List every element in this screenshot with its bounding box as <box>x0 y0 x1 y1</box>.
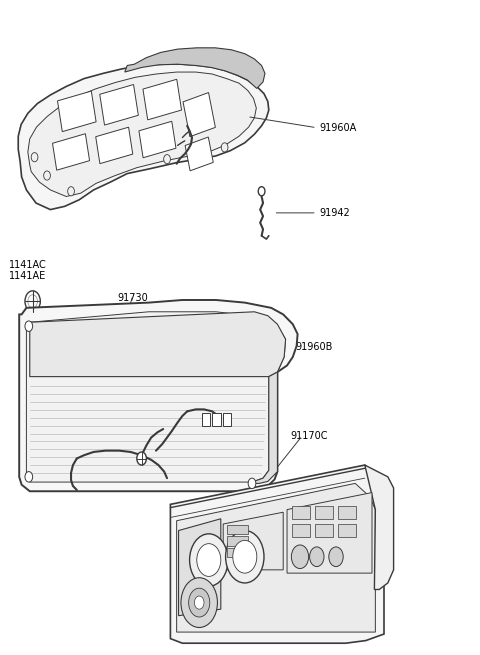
Circle shape <box>181 578 217 627</box>
Circle shape <box>30 324 36 331</box>
Polygon shape <box>183 92 216 137</box>
Circle shape <box>25 472 33 482</box>
Circle shape <box>26 319 39 336</box>
Bar <box>338 506 356 519</box>
Bar <box>292 524 310 537</box>
Polygon shape <box>18 64 269 210</box>
Text: 1141AC: 1141AC <box>9 260 47 271</box>
Circle shape <box>28 295 37 308</box>
Circle shape <box>329 547 343 567</box>
Bar <box>227 548 248 557</box>
Circle shape <box>25 321 33 331</box>
Circle shape <box>248 478 256 489</box>
Polygon shape <box>58 91 96 132</box>
Text: 91960A: 91960A <box>319 122 357 133</box>
Circle shape <box>226 531 264 583</box>
Bar <box>212 413 221 426</box>
Polygon shape <box>287 493 372 573</box>
Polygon shape <box>28 72 256 196</box>
Polygon shape <box>52 134 90 170</box>
Polygon shape <box>177 483 375 632</box>
Bar <box>227 525 248 534</box>
Circle shape <box>164 155 170 164</box>
Bar <box>227 536 248 546</box>
Circle shape <box>189 588 210 617</box>
Circle shape <box>194 596 204 609</box>
Circle shape <box>197 544 221 576</box>
Text: 1141AE: 1141AE <box>9 271 46 282</box>
Circle shape <box>25 291 40 312</box>
Circle shape <box>44 171 50 180</box>
Circle shape <box>291 545 309 569</box>
Circle shape <box>258 187 265 196</box>
Bar <box>338 524 356 537</box>
Polygon shape <box>125 48 265 88</box>
Polygon shape <box>252 372 277 483</box>
Polygon shape <box>170 465 384 643</box>
Bar <box>202 413 210 426</box>
Bar <box>315 524 333 537</box>
Circle shape <box>310 547 324 567</box>
Polygon shape <box>179 519 221 616</box>
Text: 91730: 91730 <box>118 293 148 303</box>
Text: 91170C: 91170C <box>290 430 328 441</box>
Bar <box>315 506 333 519</box>
Polygon shape <box>19 300 298 491</box>
Text: 1141AC: 1141AC <box>173 455 211 466</box>
Polygon shape <box>143 79 181 120</box>
Polygon shape <box>185 137 213 171</box>
Bar <box>292 506 310 519</box>
Circle shape <box>221 143 228 152</box>
Circle shape <box>233 540 257 573</box>
Bar <box>223 413 231 426</box>
Text: 91960B: 91960B <box>295 342 333 352</box>
Polygon shape <box>365 465 394 590</box>
Polygon shape <box>100 84 138 125</box>
Polygon shape <box>96 127 133 164</box>
Polygon shape <box>26 312 286 482</box>
Circle shape <box>68 187 74 196</box>
Polygon shape <box>223 512 283 570</box>
Circle shape <box>137 452 146 465</box>
Text: 91942: 91942 <box>319 208 350 218</box>
Polygon shape <box>139 121 176 158</box>
Circle shape <box>31 153 38 162</box>
Circle shape <box>190 534 228 586</box>
Polygon shape <box>30 312 286 377</box>
